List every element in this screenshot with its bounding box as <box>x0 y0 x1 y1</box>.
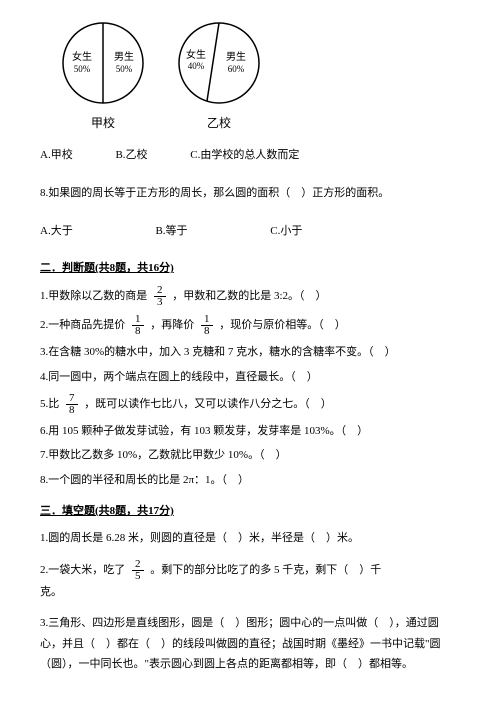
sec2-item-5: 5.比 78 ，既可以读作七比八，又可以读作八分之七。（ ） <box>40 393 460 416</box>
s2-1b: ，甲数和乙数的比是 3:2。（ ） <box>172 290 326 302</box>
sec2-item-2: 2.一种商品先提价 18 ，再降价 18 ，现价与原价相等。（ ） <box>40 314 460 337</box>
sec3-item-3: 3.三角形、四边形是直线图形，圆是（ ）图形；圆中心的一点叫做（ ），通过圆心，… <box>40 613 460 676</box>
q8-opt-c: C.小于 <box>270 222 302 242</box>
svg-text:40%: 40% <box>188 61 205 71</box>
sec2-item-1: 1.甲数除以乙数的商是 23 ，甲数和乙数的比是 3:2。（ ） <box>40 285 460 308</box>
frac-icon: 18 <box>201 314 213 337</box>
svg-text:60%: 60% <box>228 64 245 74</box>
q7-opt-b: B.乙校 <box>115 146 147 166</box>
svg-text:女生: 女生 <box>72 50 92 63</box>
s2-1a: 1.甲数除以乙数的商是 <box>40 290 147 302</box>
frac-icon: 23 <box>154 285 166 308</box>
q8-options: A.大于 B.等于 C.小于 <box>40 222 460 242</box>
svg-text:男生: 男生 <box>114 50 134 63</box>
q8-opt-a: A.大于 <box>40 222 73 242</box>
s2-2b: ，再降价 <box>150 319 194 331</box>
pie-2-wrap: 女生 40% 男生 60% 乙校 <box>176 20 262 131</box>
q8-opt-b: B.等于 <box>155 222 187 242</box>
s2-5b: ，既可以读作七比八，又可以读作八分之七。（ ） <box>84 398 332 410</box>
pie-1-label: 甲校 <box>91 114 115 131</box>
pie-1-svg: 女生 50% 男生 50% <box>60 20 146 106</box>
s2-5a: 5.比 <box>40 398 59 410</box>
sec2-item-3: 3.在含糖 30%的糖水中，加入 3 克糖和 7 克水，糖水的含糖率不变。（ ） <box>40 343 460 362</box>
q7-opt-c: C.由学校的总人数而定 <box>190 146 299 166</box>
q8: 8.如果圆的周长等于正方形的周长，那么圆的面积（ ）正方形的面积。 <box>40 184 460 204</box>
svg-text:50%: 50% <box>116 64 133 74</box>
sec2-item-6: 6.用 105 颗种子做发芽试验，有 103 颗发芽，发芽率是 103%。（ ） <box>40 422 460 441</box>
svg-text:50%: 50% <box>74 64 91 74</box>
q7-options: A.甲校 B.乙校 C.由学校的总人数而定 <box>40 146 460 166</box>
pie-2-label: 乙校 <box>207 114 231 131</box>
sec3-item-1: 1.圆的周长是 6.28 米，则圆的直径是（ ）米，半径是（ ）米。 <box>40 528 460 549</box>
sec2-item-4: 4.同一圆中，两个端点在圆上的线段中，直径最长。（ ） <box>40 368 460 387</box>
sec2-item-7: 7.甲数比乙数多 10%，乙数就比甲数少 10%。（ ） <box>40 446 460 465</box>
pie-charts: 女生 50% 男生 50% 甲校 女生 40% 男生 60% 乙校 <box>60 20 460 131</box>
q8-text: 8.如果圆的周长等于正方形的周长，那么圆的面积（ ）正方形的面积。 <box>40 184 460 204</box>
section-3-title: 三．填空题(共8题，共17分) <box>40 502 460 518</box>
frac-icon: 78 <box>66 393 78 416</box>
sec2-item-8: 8.一个圆的半径和周长的比是 2π：1。（ ） <box>40 471 460 490</box>
frac-icon: 18 <box>132 314 144 337</box>
s3-2a: 2.一袋大米，吃了 <box>40 564 125 576</box>
s3-2b: 。剩下的部分比吃了的多 5 千克，剩下（ ）千 <box>150 564 381 576</box>
section-2-title: 二．判断题(共8题，共16分) <box>40 259 460 275</box>
q7-opt-a: A.甲校 <box>40 146 73 166</box>
svg-text:男生: 男生 <box>226 50 246 63</box>
frac-icon: 25 <box>132 559 144 582</box>
s3-2c: 克。 <box>40 582 460 603</box>
pie-2-svg: 女生 40% 男生 60% <box>176 20 262 106</box>
sec3-item-2: 2.一袋大米，吃了 25 。剩下的部分比吃了的多 5 千克，剩下（ ）千 克。 <box>40 559 460 603</box>
s2-2a: 2.一种商品先提价 <box>40 319 125 331</box>
s2-2c: ，现价与原价相等。（ ） <box>219 319 346 331</box>
pie-1-wrap: 女生 50% 男生 50% 甲校 <box>60 20 146 131</box>
svg-text:女生: 女生 <box>186 48 206 61</box>
